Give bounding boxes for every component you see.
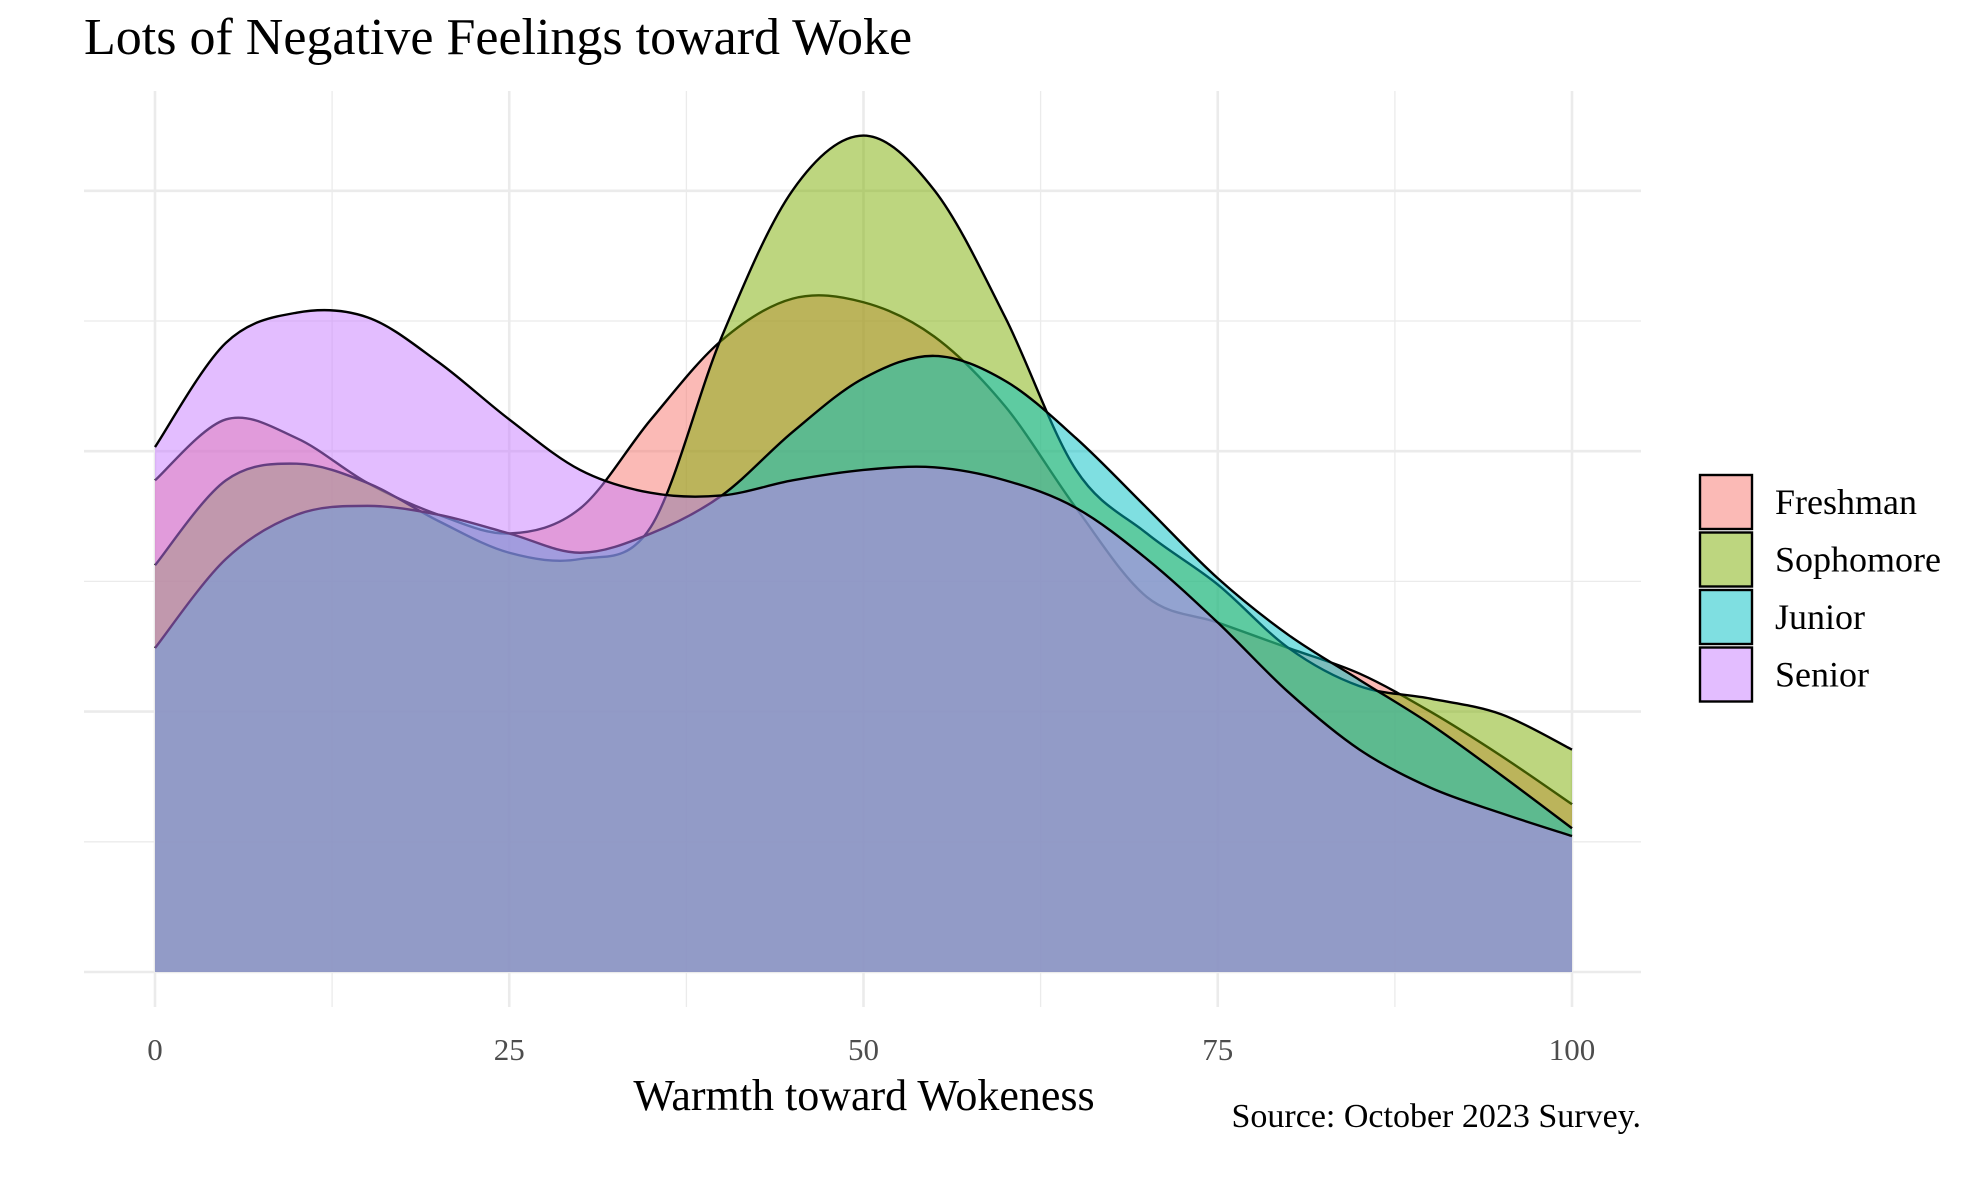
legend-item-freshman: Freshman [1698,473,1917,531]
density-line-senior [154,308,1573,838]
x-tick-label: 100 [1549,1032,1596,1067]
legend-label: Senior [1775,655,1869,695]
legend-label: Junior [1775,597,1865,637]
legend-key [1698,588,1754,646]
density-area-senior [155,310,1572,972]
x-axis-label: Warmth toward Wokeness [633,1071,1094,1120]
density-areas [154,134,1573,972]
legend-item-sophomore: Sophomore [1698,531,1941,588]
legend-label: Freshman [1775,482,1917,522]
caption: Source: October 2023 Survey. [1231,1098,1641,1135]
x-tick-label: 0 [147,1032,163,1067]
x-tick-label: 50 [848,1032,879,1067]
chart-title: Lots of Negative Feelings toward Woke [84,9,913,66]
legend-key [1698,531,1754,588]
x-tick-label: 75 [1202,1032,1233,1067]
legend-key [1698,646,1754,703]
legend-item-senior: Senior [1698,646,1869,703]
x-tick-label: 25 [494,1032,525,1067]
x-axis-ticks: 0 25 50 75 100 [147,1032,1595,1067]
legend-label: Sophomore [1775,540,1941,580]
legend-item-junior: Junior [1698,588,1865,646]
legend: Freshman Sophomore Junior Senior [1698,473,1941,703]
legend-key [1698,473,1754,531]
